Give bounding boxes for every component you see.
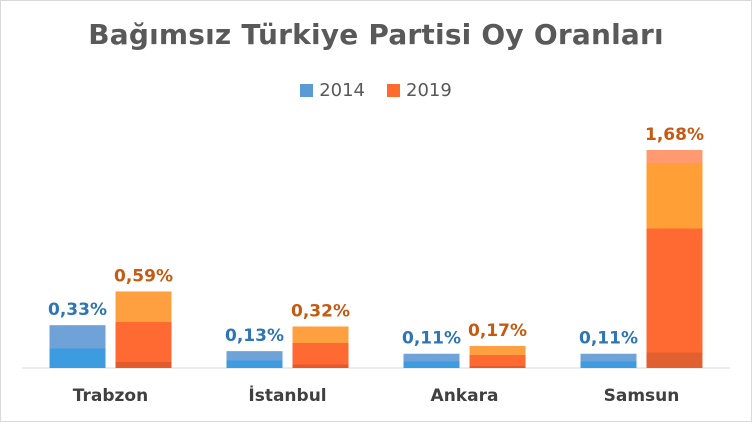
bar-2019-samsun: [646, 150, 703, 368]
bar-2019-trabzon: [115, 291, 172, 368]
bar-2019-i̇stanbul: [292, 326, 349, 368]
category-label-samsun: Samsun: [604, 386, 680, 406]
data-label-2014-ankara: 0,11%: [402, 329, 461, 349]
bar-2014-trabzon: [49, 325, 106, 368]
bar-2014-samsun: [580, 353, 637, 368]
data-label-2019-samsun: 1,68%: [645, 125, 704, 145]
category-label-ankara: Ankara: [431, 386, 499, 406]
legend-label-2014: 2014: [319, 80, 365, 101]
data-label-2014-i̇stanbul: 0,13%: [225, 326, 284, 346]
bar-2014-ankara: [403, 353, 460, 368]
category-label-i̇stanbul: İstanbul: [248, 384, 326, 406]
legend-label-2019: 2019: [406, 80, 452, 101]
legend-swatch-2019: [387, 84, 400, 97]
chart-legend: 2014 2019: [0, 80, 752, 101]
data-label-2014-samsun: 0,11%: [579, 329, 638, 349]
data-label-2019-trabzon: 0,59%: [114, 266, 173, 286]
bar-2019-ankara: [469, 345, 526, 368]
chart-title: Bağımsız Türkiye Partisi Oy Oranları: [88, 18, 664, 51]
bar-2014-i̇stanbul: [226, 351, 283, 368]
legend-swatch-2014: [300, 84, 314, 97]
legend-item-2019: 2019: [387, 80, 452, 101]
data-label-2019-ankara: 0,17%: [468, 321, 527, 341]
category-label-trabzon: Trabzon: [73, 386, 148, 406]
data-label-2014-trabzon: 0,33%: [48, 300, 107, 320]
data-label-2019-i̇stanbul: 0,32%: [291, 301, 350, 321]
legend-item-2014: 2014: [300, 80, 365, 101]
